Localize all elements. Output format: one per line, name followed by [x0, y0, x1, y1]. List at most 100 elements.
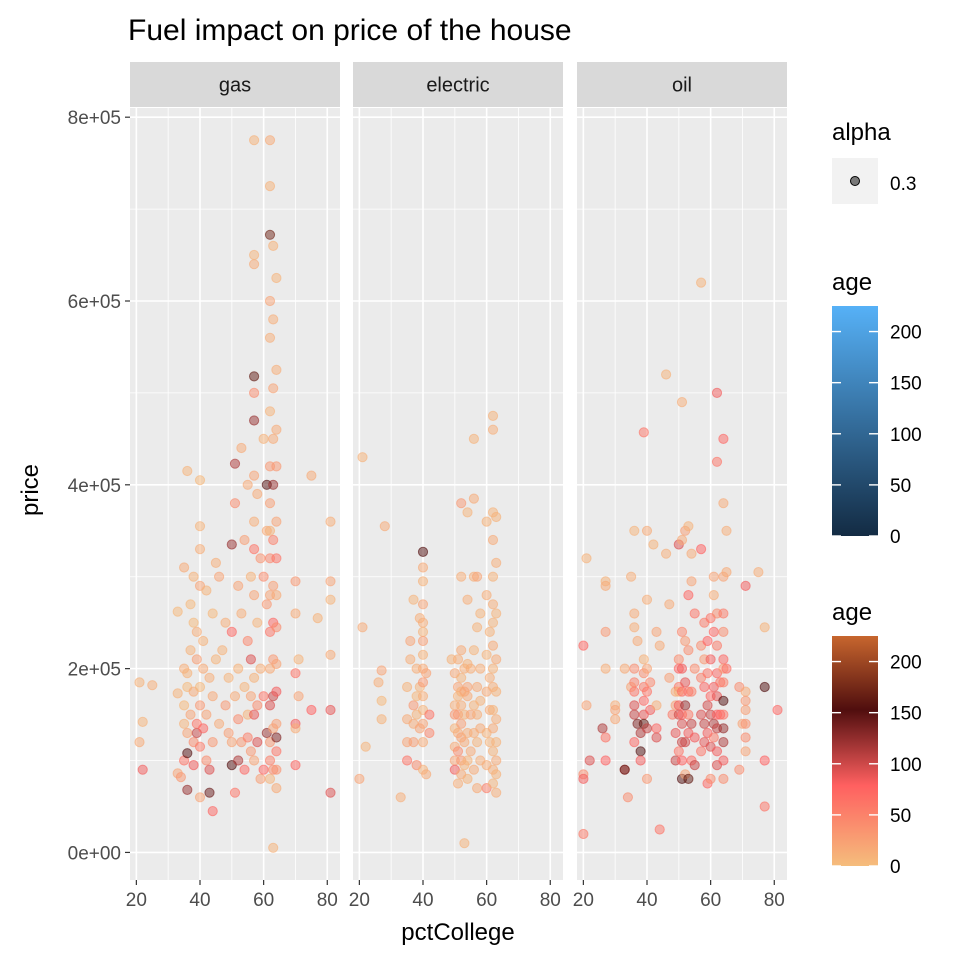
panel-oil: oil 20 40 60 80 — [573, 62, 787, 911]
data-point — [481, 590, 492, 601]
data-point — [468, 764, 479, 775]
legend-age-orange-tick-label: 100 — [890, 755, 922, 776]
legend-age-orange-tick-label: 200 — [890, 653, 922, 674]
data-point — [456, 571, 467, 582]
data-point — [245, 571, 256, 582]
data-point — [629, 709, 640, 720]
data-point — [721, 525, 732, 536]
data-point — [290, 668, 301, 679]
data-point — [220, 700, 231, 711]
data-point — [417, 599, 429, 610]
data-point — [708, 590, 719, 601]
data-point — [635, 746, 646, 757]
data-point — [325, 516, 336, 527]
data-point — [740, 695, 751, 706]
data-point — [705, 773, 716, 785]
x-tick-label: 20 — [126, 890, 147, 911]
data-point — [708, 626, 719, 638]
data-point — [664, 599, 675, 610]
data-point — [249, 387, 260, 398]
data-point — [472, 571, 483, 582]
data-point — [172, 606, 183, 617]
data-point — [229, 458, 241, 469]
data-point — [271, 622, 282, 633]
data-point — [229, 498, 241, 509]
data-point — [424, 709, 435, 720]
data-point — [610, 704, 621, 716]
data-point — [249, 709, 260, 720]
data-point — [491, 654, 502, 665]
data-point — [696, 277, 707, 288]
data-point — [229, 691, 241, 702]
data-point — [226, 539, 237, 550]
data-point — [683, 521, 694, 532]
data-point — [487, 723, 499, 734]
strip-label-electric: electric — [426, 75, 489, 97]
data-point — [271, 364, 282, 375]
data-point — [258, 691, 269, 702]
data-point — [487, 534, 499, 546]
data-point — [456, 645, 467, 656]
data-point — [182, 465, 193, 477]
data-point — [641, 594, 653, 605]
legend-alpha-point — [850, 176, 860, 186]
data-point — [600, 626, 611, 638]
data-point — [718, 709, 729, 720]
data-point — [271, 516, 282, 527]
data-point — [271, 424, 282, 435]
data-point — [417, 691, 429, 702]
data-point — [204, 764, 215, 775]
data-point — [673, 746, 684, 757]
data-point — [268, 240, 279, 251]
data-point — [188, 760, 199, 771]
data-point — [491, 557, 502, 569]
data-point — [702, 668, 713, 679]
data-point — [759, 801, 770, 812]
data-point — [629, 608, 640, 619]
data-point — [638, 654, 649, 665]
data-point — [223, 672, 234, 683]
data-point — [459, 838, 470, 849]
data-point — [718, 433, 729, 444]
data-point — [472, 681, 483, 693]
y-tick-label: 0e+00 — [68, 843, 121, 864]
data-point — [708, 732, 719, 743]
data-point — [740, 580, 751, 592]
data-point — [264, 406, 276, 417]
data-point — [357, 622, 368, 633]
data-point — [676, 755, 688, 766]
data-point — [648, 539, 659, 550]
data-point — [452, 654, 464, 665]
data-point — [491, 511, 502, 523]
data-point — [271, 553, 282, 564]
data-point — [233, 663, 244, 674]
data-point — [475, 695, 486, 706]
data-point — [661, 548, 672, 559]
data-point — [223, 727, 234, 739]
data-point — [172, 688, 183, 699]
data-point — [395, 792, 406, 803]
data-point — [718, 498, 729, 509]
data-point — [626, 571, 637, 582]
data-point — [264, 525, 276, 536]
data-point — [462, 755, 473, 766]
data-point — [468, 493, 479, 504]
data-point — [271, 718, 282, 729]
data-point — [417, 626, 429, 638]
data-point — [600, 663, 611, 674]
data-point — [686, 718, 697, 729]
data-point — [417, 677, 429, 688]
data-point — [207, 691, 218, 702]
data-point — [452, 778, 464, 789]
data-point — [236, 608, 247, 619]
legend-age-orange: age 0 50 100 150 200 — [832, 599, 922, 878]
data-point — [185, 645, 196, 656]
data-point — [271, 746, 282, 757]
panel-gas: gas 20 40 60 80 — [126, 62, 340, 911]
data-point — [325, 649, 336, 660]
data-point — [673, 654, 684, 665]
data-point — [408, 737, 419, 748]
data-point — [459, 737, 470, 748]
legend-age-orange-tick-label: 50 — [890, 806, 911, 827]
data-point — [475, 608, 486, 619]
